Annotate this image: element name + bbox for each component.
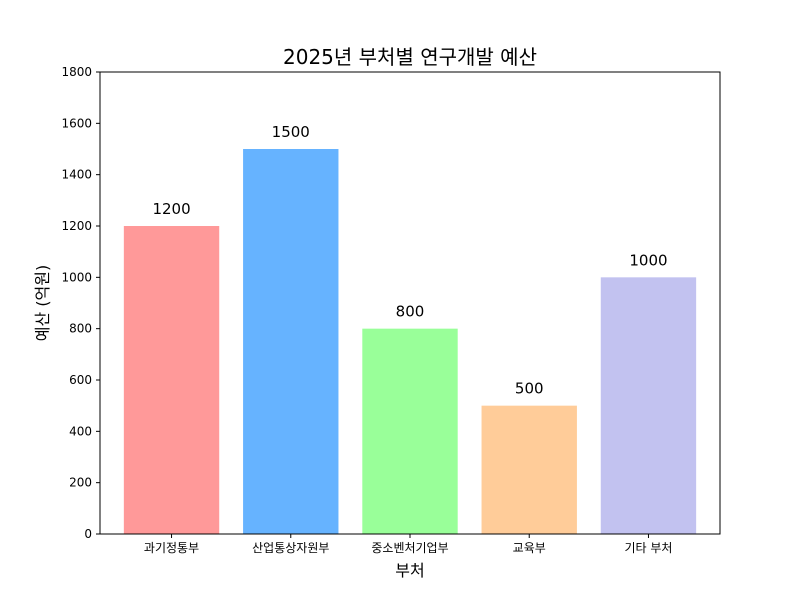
- bar-1: [123, 226, 220, 534]
- bar-2: [243, 149, 339, 534]
- y-tick-label-5: 1000: [61, 270, 92, 284]
- data-label-1: 1200: [152, 200, 190, 218]
- bar-3: [362, 328, 458, 534]
- y-tick-label-0: 0: [84, 527, 92, 541]
- x-tick-label-1: 과기정통부: [144, 541, 199, 555]
- x-tick-label-3: 중소벤처기업부: [371, 541, 448, 555]
- plot-area: 1200 과기정통부 1500 산업통상자원부 800 중소벤처기업부 500 교육부 1000…: [61, 65, 721, 555]
- y-tick-label-6: 1200: [61, 219, 92, 233]
- y-tick-label-3: 600: [69, 373, 92, 387]
- bar-5: [600, 277, 697, 534]
- x-tick-label-4: 교육부: [513, 541, 546, 555]
- y-tick-label-9: 1800: [61, 65, 92, 79]
- plot-frame: [99, 71, 721, 535]
- data-label-2: 1500: [272, 123, 310, 141]
- y-axis-label: 예산 (억원): [33, 265, 52, 341]
- y-tick-label-2: 400: [69, 424, 92, 438]
- x-tick-label-5: 기타 부처: [624, 541, 672, 555]
- data-label-4: 500: [515, 380, 544, 398]
- chart-title: 2025년 부처별 연구개발 예산: [283, 45, 537, 69]
- y-tick-label-4: 800: [69, 322, 92, 336]
- x-tick-label-2: 산업통상자원부: [252, 541, 329, 555]
- data-label-5: 1000: [629, 251, 667, 269]
- y-tick-label-1: 200: [69, 476, 92, 490]
- bar-4: [481, 405, 577, 534]
- y-tick-label-7: 1400: [61, 168, 92, 182]
- y-tick-label-8: 1600: [61, 116, 92, 130]
- x-axis-label: 부처: [395, 561, 424, 580]
- data-label-3: 800: [396, 303, 425, 321]
